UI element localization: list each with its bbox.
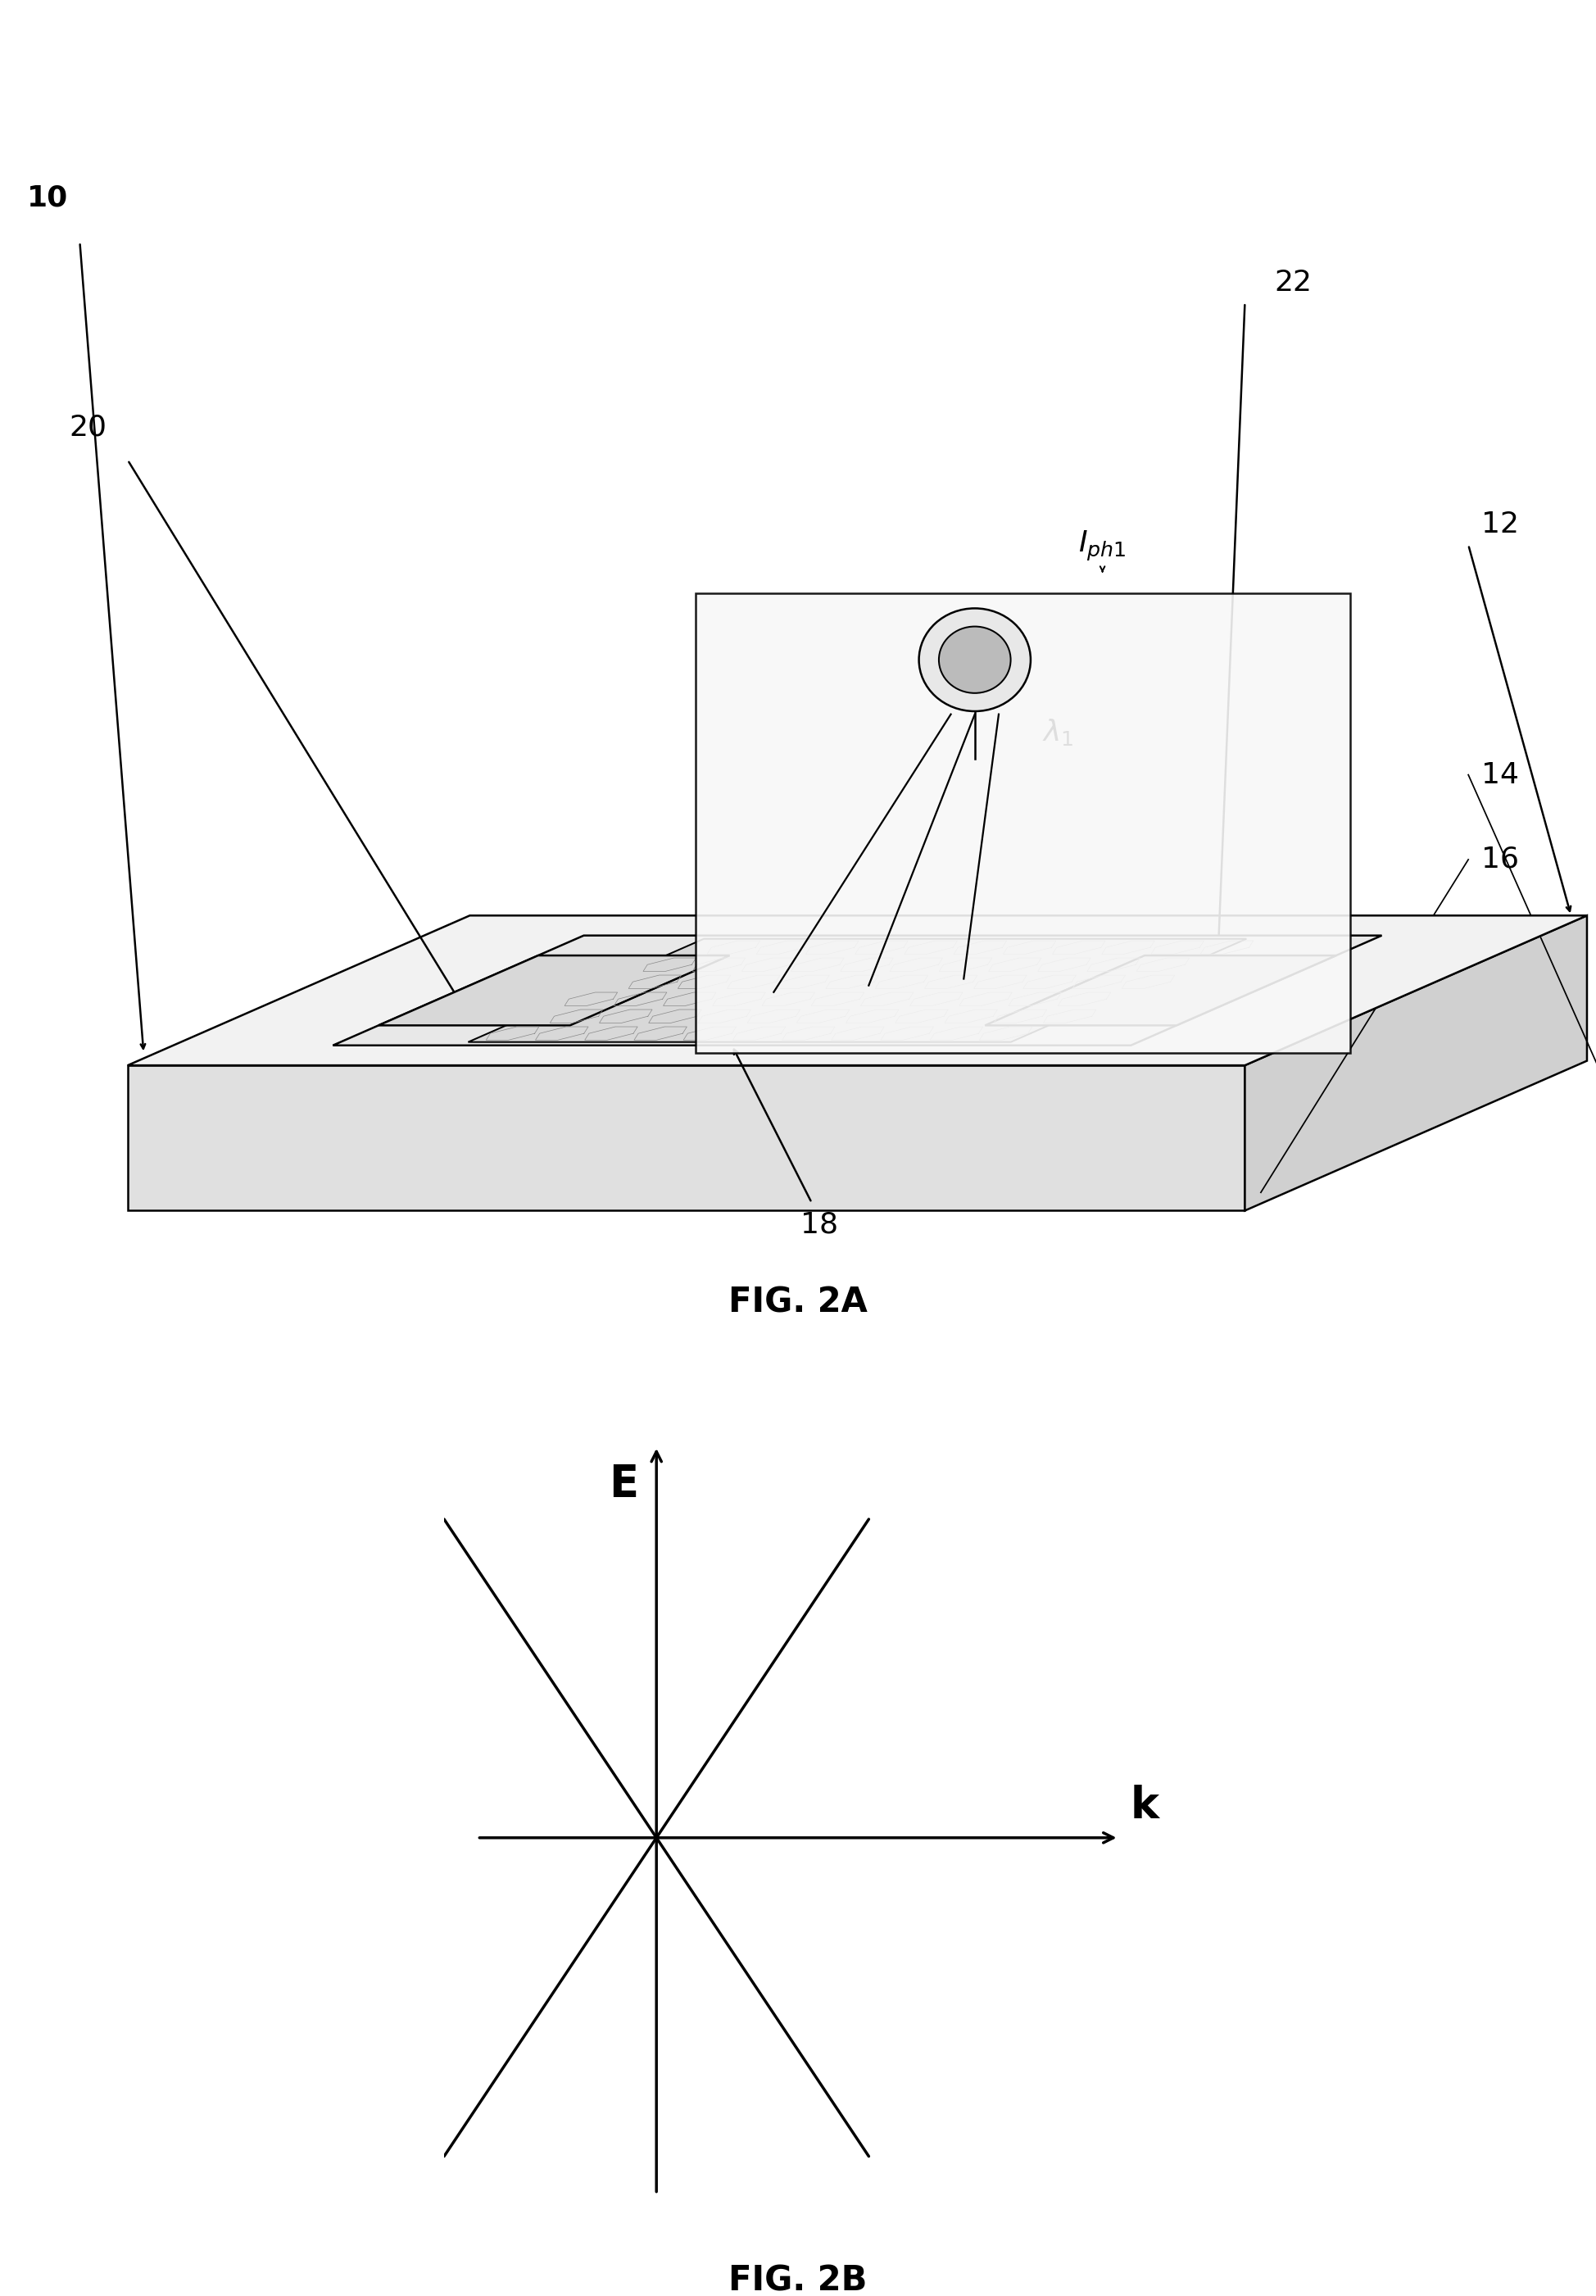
Text: 12: 12 bbox=[1481, 510, 1519, 537]
Text: 10: 10 bbox=[27, 184, 69, 211]
Polygon shape bbox=[468, 939, 1246, 1042]
Polygon shape bbox=[1031, 976, 1100, 1006]
Polygon shape bbox=[696, 592, 1350, 1054]
Polygon shape bbox=[1245, 916, 1586, 1210]
Text: E: E bbox=[610, 1463, 638, 1506]
Text: $\lambda_1$: $\lambda_1$ bbox=[1042, 716, 1074, 748]
Text: 14: 14 bbox=[1481, 760, 1519, 790]
Text: 16: 16 bbox=[1481, 845, 1519, 872]
Text: $I_{ph1}$: $I_{ph1}$ bbox=[1079, 530, 1127, 563]
Polygon shape bbox=[128, 1065, 1245, 1210]
Polygon shape bbox=[616, 976, 685, 1006]
Text: k: k bbox=[1130, 1784, 1159, 1828]
Polygon shape bbox=[985, 955, 1336, 1026]
Polygon shape bbox=[128, 916, 1586, 1065]
Text: 18: 18 bbox=[801, 1210, 838, 1240]
Ellipse shape bbox=[919, 608, 1031, 712]
Text: FIG. 2A: FIG. 2A bbox=[728, 1286, 868, 1320]
Polygon shape bbox=[334, 934, 1382, 1045]
Polygon shape bbox=[378, 955, 729, 1026]
Ellipse shape bbox=[938, 627, 1010, 693]
Text: FIG. 2B: FIG. 2B bbox=[729, 2264, 867, 2296]
Text: 22: 22 bbox=[1274, 269, 1312, 296]
Text: 20: 20 bbox=[69, 413, 107, 441]
